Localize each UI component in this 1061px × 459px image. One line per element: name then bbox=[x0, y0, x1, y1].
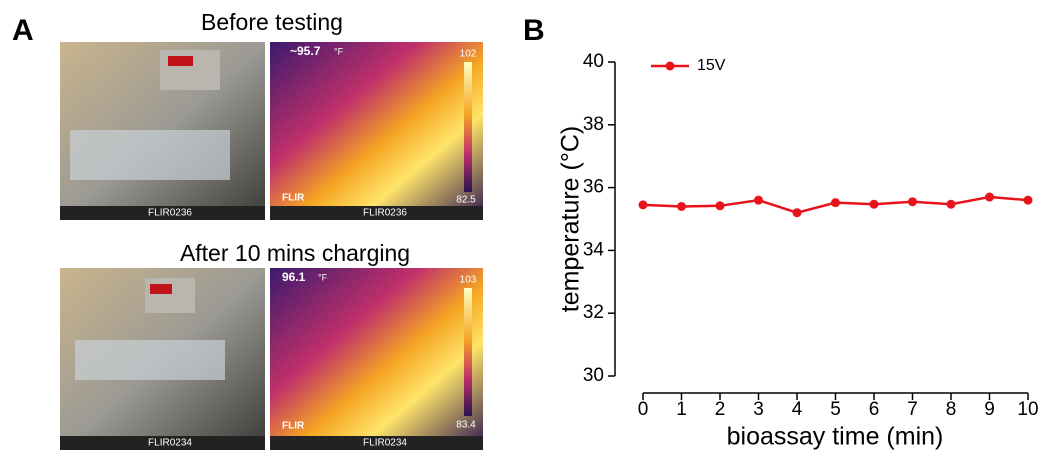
x-tick-label: 0 bbox=[638, 399, 649, 420]
data-point bbox=[677, 201, 686, 211]
photo-footer: FLIR0236 bbox=[363, 208, 407, 219]
y-axis-title: temperature (°C) bbox=[557, 126, 585, 312]
legend-marker bbox=[665, 61, 675, 71]
x-axis-title: bioassay time (min) bbox=[727, 423, 944, 451]
data-point bbox=[1023, 195, 1033, 205]
y-tick-label: 36 bbox=[583, 177, 604, 198]
data-point bbox=[946, 199, 956, 209]
caption: After 10 mins charging bbox=[180, 240, 410, 266]
legend-label: 15V bbox=[697, 57, 726, 74]
logo: FLIR bbox=[282, 421, 305, 432]
x-tick-label: 4 bbox=[792, 399, 803, 420]
thermal-image: ~95.7 °F 102 82.5 FLIR FLIR0236 bbox=[270, 42, 483, 220]
x-tick-label: 5 bbox=[830, 399, 841, 420]
y-tick-label: 32 bbox=[583, 302, 604, 323]
x-tick-label: 3 bbox=[753, 399, 764, 420]
x-tick-label: 2 bbox=[715, 399, 726, 420]
reading: 96.1 bbox=[282, 270, 306, 284]
panel-label: B bbox=[523, 14, 545, 47]
scale-min: 83.4 bbox=[456, 420, 476, 431]
x-tick-label: 9 bbox=[984, 399, 995, 420]
photo-footer: FLIR0236 bbox=[148, 208, 192, 219]
x-tick-label: 7 bbox=[907, 399, 918, 420]
thermal-image: 96.1 °F 103 83.4 FLIR FLIR0234 bbox=[270, 268, 483, 450]
y-tick-label: 34 bbox=[583, 239, 605, 260]
data-point bbox=[831, 198, 840, 208]
reading: ~95.7 bbox=[290, 44, 321, 58]
x-tick-label: 10 bbox=[1017, 399, 1038, 420]
y-tick-label: 40 bbox=[583, 51, 604, 72]
x-tick-label: 8 bbox=[946, 399, 957, 420]
photo-footer: FLIR0234 bbox=[363, 438, 407, 449]
x-tick-label: 1 bbox=[676, 399, 687, 420]
data-point bbox=[638, 200, 648, 210]
y-tick-label: 30 bbox=[583, 365, 604, 386]
scale-max: 102 bbox=[460, 49, 477, 60]
data-point bbox=[715, 201, 725, 211]
data-point bbox=[908, 197, 917, 207]
y-tick-label: 38 bbox=[583, 114, 604, 135]
unit: °F bbox=[334, 46, 344, 56]
data-point bbox=[985, 192, 994, 202]
photo: FLIR0236 bbox=[60, 42, 265, 220]
data-point bbox=[869, 199, 879, 209]
data-point bbox=[754, 195, 763, 205]
photo-footer: FLIR0234 bbox=[148, 438, 192, 449]
x-tick-label: 6 bbox=[869, 399, 880, 420]
data-point bbox=[792, 208, 802, 218]
logo: FLIR bbox=[282, 193, 305, 204]
panel-label: A bbox=[12, 14, 34, 47]
scale-max: 103 bbox=[460, 275, 477, 286]
scale-min: 82.5 bbox=[456, 195, 476, 206]
caption: Before testing bbox=[201, 9, 343, 35]
unit: °F bbox=[318, 272, 328, 282]
photo: FLIR0234 bbox=[60, 268, 265, 450]
